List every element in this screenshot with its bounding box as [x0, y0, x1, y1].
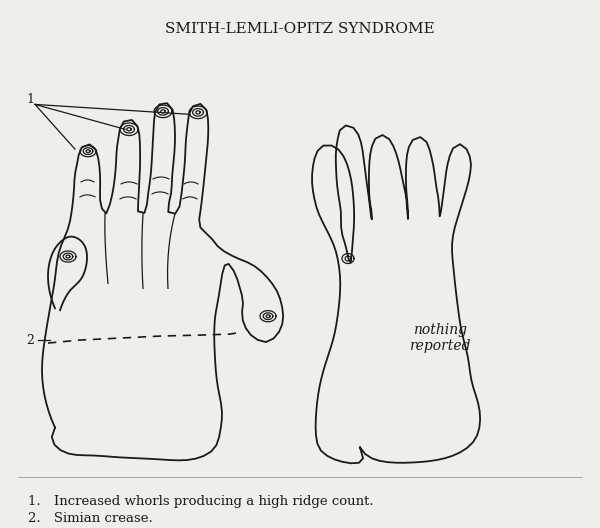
Text: 2: 2 [26, 334, 34, 346]
Text: nothing
reported: nothing reported [409, 323, 471, 353]
Text: SMITH-LEMLI-OPITZ SYNDROME: SMITH-LEMLI-OPITZ SYNDROME [165, 22, 435, 36]
Text: 1: 1 [26, 93, 34, 106]
Text: 2. Simian crease.: 2. Simian crease. [28, 512, 153, 525]
Text: 1. Increased whorls producing a high ridge count.: 1. Increased whorls producing a high rid… [28, 495, 374, 508]
